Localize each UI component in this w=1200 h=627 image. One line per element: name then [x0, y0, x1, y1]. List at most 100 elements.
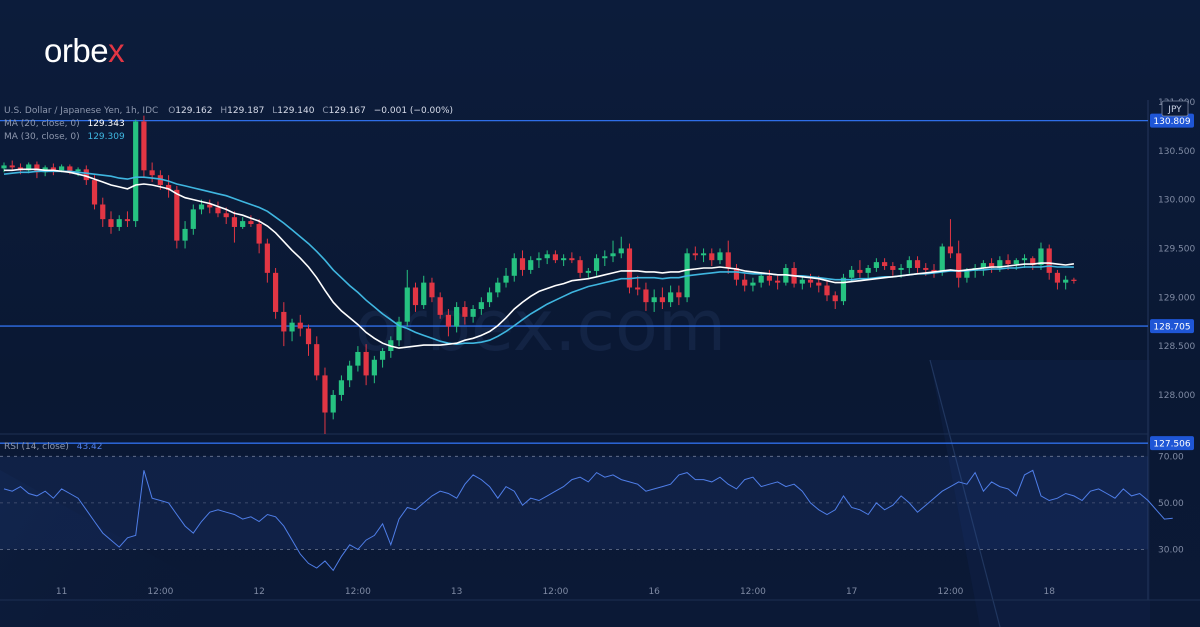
price-tick-label: 130.500 — [1158, 147, 1195, 157]
level-label: 127.506 — [1153, 440, 1190, 450]
candle-body — [906, 260, 912, 268]
candle-body — [840, 277, 847, 302]
candle-body — [108, 219, 114, 227]
level-label: 130.809 — [1153, 117, 1190, 127]
candle-body — [865, 267, 871, 273]
candle-body — [914, 260, 921, 268]
candle-body — [1, 165, 7, 169]
candle-body — [561, 258, 567, 261]
level-label: 128.705 — [1153, 323, 1190, 333]
legend-rsi-label: RSI (14, close) — [4, 442, 69, 452]
candlestick-series — [1, 115, 1077, 434]
support-resistance-levels: 130.809 128.705 127.506 — [0, 113, 1194, 451]
candle-body — [486, 292, 493, 303]
legend-h-key: H — [220, 106, 227, 116]
candle-body — [256, 224, 262, 244]
candle-body — [816, 282, 822, 286]
candle-body — [775, 280, 781, 283]
candle-body — [602, 256, 608, 259]
candle-body — [692, 253, 698, 256]
candle-body — [923, 267, 929, 270]
candle-body — [947, 246, 954, 254]
currency-box[interactable] — [1161, 100, 1189, 117]
candle-body — [552, 254, 559, 261]
candle-body — [758, 275, 764, 283]
candle-body — [34, 164, 40, 173]
candle-body — [281, 311, 287, 332]
candle-body — [454, 307, 460, 327]
candle-body — [421, 282, 427, 306]
legend-rsi-value: 43.42 — [77, 442, 103, 452]
candle-body — [668, 292, 674, 303]
candle-body — [157, 175, 163, 185]
candle-body — [174, 189, 180, 241]
time-tick-label: 12:00 — [345, 587, 371, 597]
candle-body — [50, 167, 56, 171]
candle-body — [742, 279, 748, 286]
ma20-line — [4, 168, 1075, 349]
time-tick-label: 16 — [648, 587, 660, 597]
candle-body — [898, 267, 904, 270]
candle-body — [890, 266, 896, 270]
candle-body — [989, 263, 995, 268]
axes-labels: 131.000130.500130.000129.500129.000128.5… — [56, 98, 1196, 597]
candle-body — [997, 260, 1003, 268]
legend-ma30-label: MA (30, close, 0) — [4, 132, 80, 142]
time-tick-label: 11 — [56, 587, 67, 597]
time-tick-label: 17 — [846, 587, 857, 597]
candle-body — [289, 322, 295, 332]
candle-body — [190, 209, 196, 229]
rsi-line — [3, 469, 1173, 572]
candle-body — [330, 394, 336, 413]
candle-body — [610, 253, 616, 257]
candle-body — [700, 253, 707, 256]
rsi-pane — [0, 455, 1173, 572]
candle-body — [1005, 260, 1011, 265]
legend-line-ma30: MA (30, close, 0) 129.309 — [4, 132, 125, 142]
legend-l-value: 129.140 — [277, 106, 314, 116]
candle-body — [577, 260, 583, 273]
candle-body — [272, 272, 279, 312]
price-tick-label: 130.000 — [1158, 196, 1195, 206]
candle-body — [618, 248, 624, 254]
currency-label: JPY — [1167, 105, 1182, 115]
candle-body — [659, 297, 665, 303]
candle-body — [67, 166, 73, 172]
candle-body — [83, 169, 89, 181]
candle-body — [643, 289, 649, 303]
candle-body — [766, 275, 772, 281]
candle-body — [412, 287, 419, 306]
candle-body — [939, 246, 945, 272]
candle-body — [495, 282, 501, 293]
candle-body — [223, 213, 229, 218]
candle-body — [1071, 279, 1077, 281]
candle-body — [709, 253, 715, 261]
candle-body — [347, 365, 353, 381]
candle-body — [363, 351, 369, 376]
candle-body — [322, 375, 328, 413]
candle-body — [437, 297, 443, 315]
candle-body — [536, 258, 542, 261]
candle-body — [478, 302, 484, 309]
candle-body — [1030, 258, 1036, 266]
candle-body — [857, 269, 863, 273]
legend-c-value: 129.167 — [329, 106, 366, 116]
candle-body — [305, 328, 312, 345]
candle-body — [799, 279, 805, 284]
candle-body — [931, 269, 937, 272]
candle-body — [717, 252, 723, 261]
legend-h-value: 129.187 — [227, 106, 264, 116]
candle-body — [75, 169, 81, 172]
candle-body — [651, 297, 657, 303]
candle-body — [1013, 260, 1019, 265]
candle-body — [824, 285, 830, 296]
candle-body — [133, 121, 139, 222]
legend-o-value: 129.162 — [175, 106, 212, 116]
rsi-tick-label: 50.00 — [1158, 499, 1184, 509]
candle-body — [807, 279, 814, 283]
candle-body — [1063, 279, 1069, 283]
legend-ma20-label: MA (20, close, 0) — [4, 119, 80, 129]
candle-body — [956, 253, 962, 278]
candle-body — [849, 269, 855, 278]
